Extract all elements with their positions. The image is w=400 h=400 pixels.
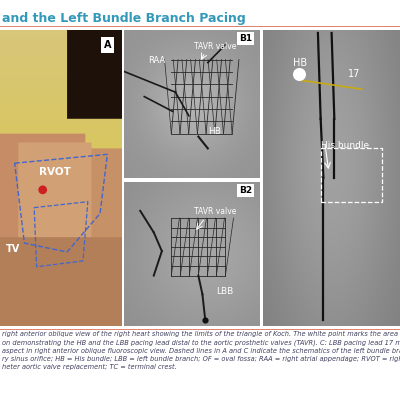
Text: TAVR valve: TAVR valve (194, 42, 237, 51)
Text: TV: TV (6, 244, 20, 254)
Text: right anterior oblique view of the right heart showing the limits of the triangl: right anterior oblique view of the right… (2, 331, 400, 370)
Text: RAA: RAA (148, 56, 166, 64)
Point (202, 317, 208, 324)
Text: HB: HB (208, 126, 221, 136)
Text: A: A (104, 40, 111, 50)
Text: and the Left Bundle Branch Pacing: and the Left Bundle Branch Pacing (2, 12, 246, 25)
Point (296, 71, 302, 78)
Bar (321, 148, 382, 202)
Text: B1: B1 (239, 34, 252, 43)
Text: HB: HB (293, 58, 308, 68)
Text: RVOT: RVOT (39, 167, 71, 177)
Text: TAVR valve: TAVR valve (194, 207, 237, 216)
Text: His bundle: His bundle (321, 141, 369, 150)
Point (40, 187, 46, 193)
Text: LBB: LBB (216, 287, 233, 296)
Text: 17: 17 (348, 69, 360, 79)
Text: B2: B2 (239, 186, 252, 195)
